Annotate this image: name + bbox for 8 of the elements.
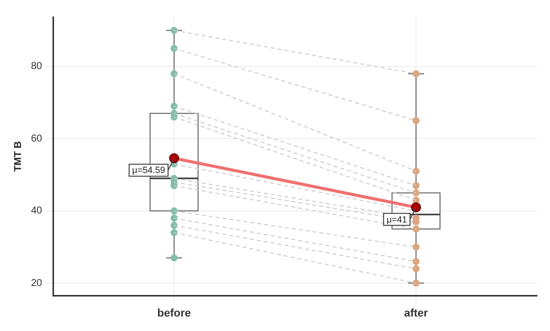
x-tick-label: after [404, 307, 429, 320]
annotation: μ=54.59 [132, 165, 166, 176]
y-tick-label: 60 [31, 133, 43, 144]
y-tick-label: 20 [31, 278, 43, 289]
x-tick-label: before [157, 307, 191, 320]
y-axis-title: TMT B [12, 141, 24, 172]
y-tick-label: 40 [31, 206, 43, 217]
y-tick-label: 80 [31, 61, 43, 72]
